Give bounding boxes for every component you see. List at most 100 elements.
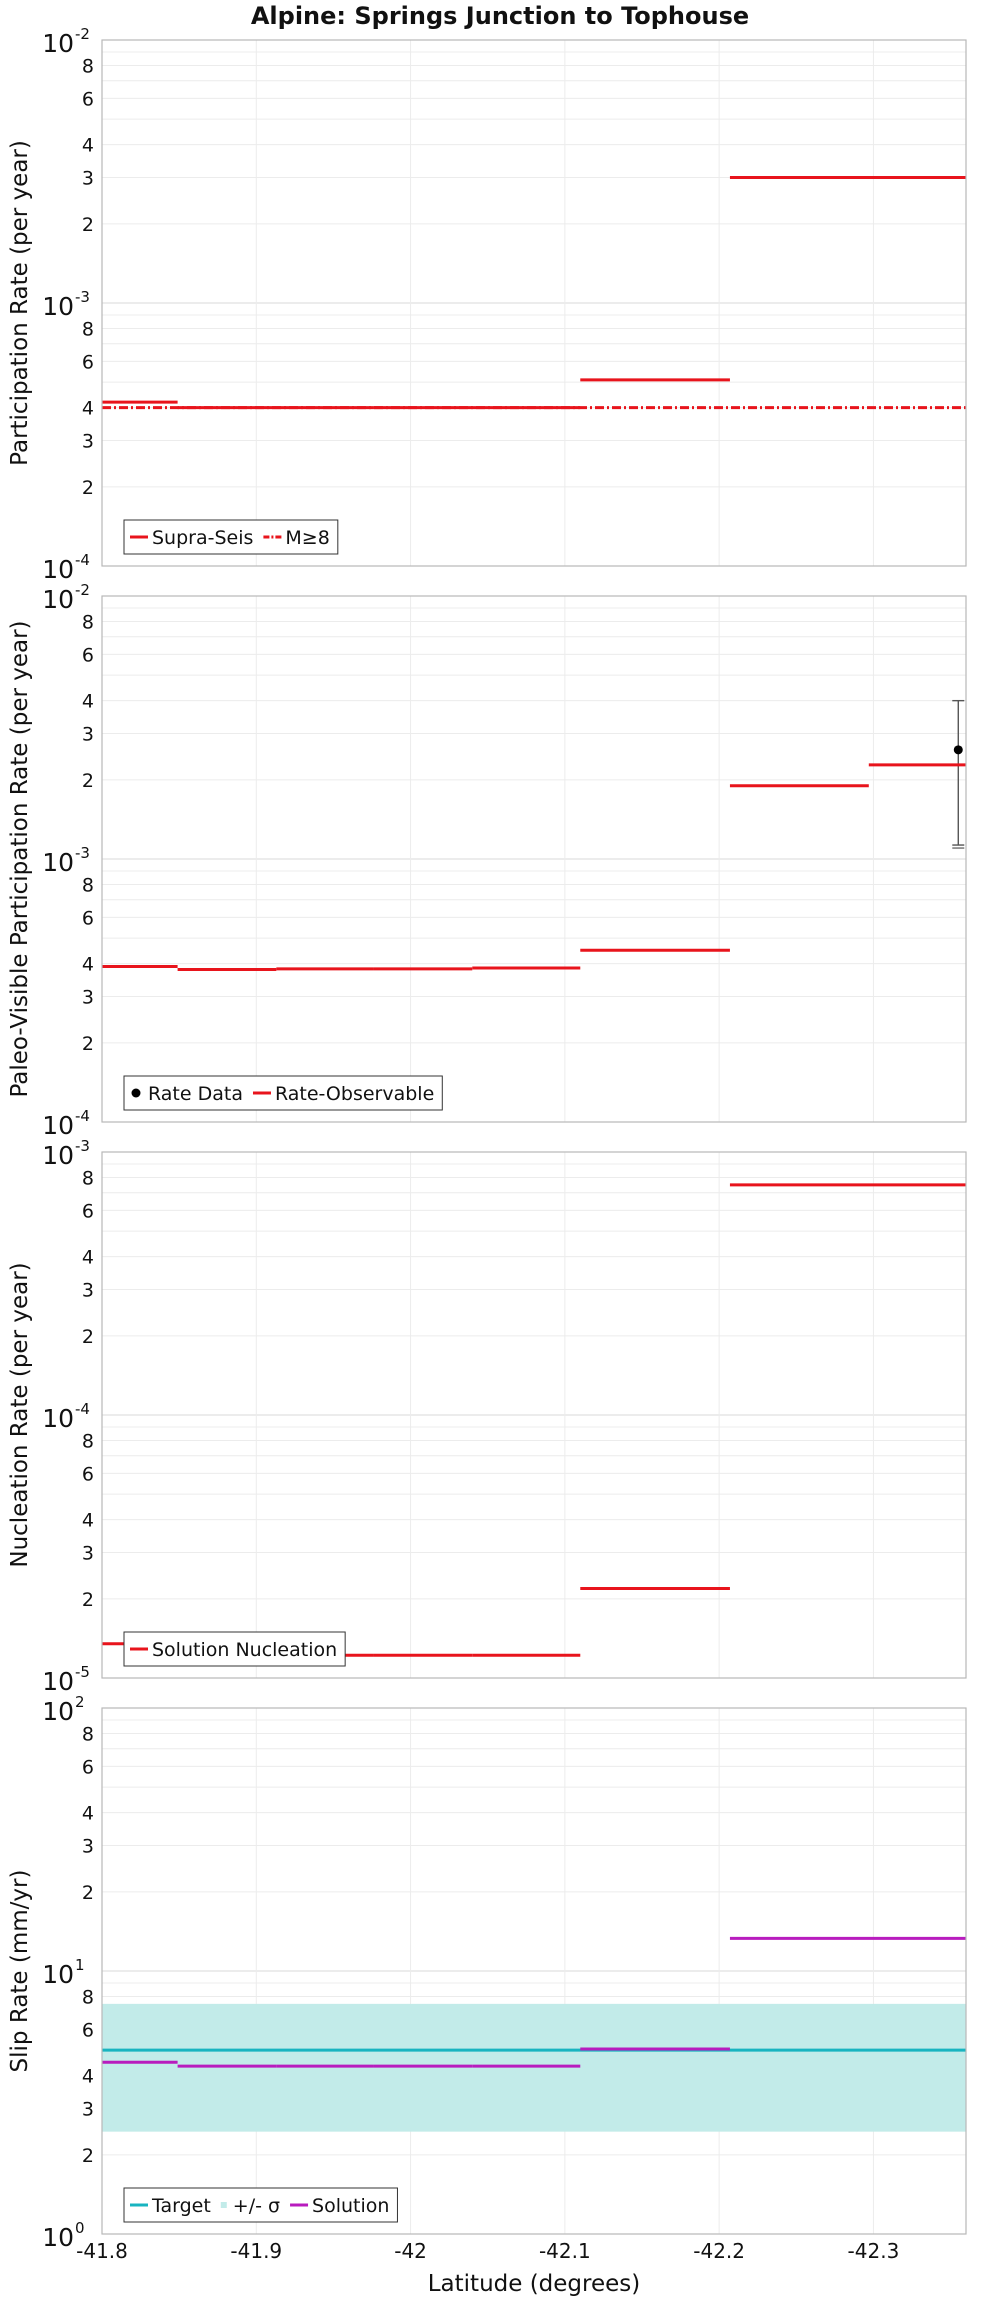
x-axis-label: Latitude (degrees) [428, 2271, 641, 2297]
y-tick-exponent: -3 [75, 1137, 90, 1155]
legend-label: Rate Data [148, 1083, 243, 1105]
y-tick-label: 4 [82, 691, 94, 713]
legend-item: Solution [290, 2195, 389, 2217]
legend: Rate Data Rate-Observable [123, 1075, 443, 1111]
y-tick-label: 6 [82, 2019, 94, 2041]
legend-label: +/- σ [233, 2195, 280, 2217]
y-tick-label: 2 [82, 477, 94, 499]
y-tick-label: 6 [82, 351, 94, 373]
y-axis-label: Slip Rate (mm/yr) [7, 1870, 33, 2073]
y-tick-label: 8 [82, 1430, 94, 1452]
legend-item: +/- σ [220, 2195, 280, 2217]
y-tick-exponent: -4 [75, 551, 90, 569]
y-tick-label: 3 [82, 987, 94, 1009]
legend-item: Target [130, 2195, 211, 2217]
legend-label: Solution [312, 2195, 389, 2217]
y-tick-exponent: 0 [75, 2219, 85, 2237]
legend-box [123, 1631, 346, 1667]
y-tick-exponent: -2 [75, 581, 90, 599]
y-tick-exponent: -3 [75, 844, 90, 862]
legend-marker [131, 1088, 141, 1098]
y-tick-label: 10 [42, 1960, 74, 1989]
y-tick-label: 6 [82, 1200, 94, 1222]
y-tick-label: 4 [82, 2066, 94, 2088]
plot-frame [101, 1707, 967, 2235]
y-tick-label: 10 [42, 292, 74, 321]
legend-item: M≥8 [263, 527, 330, 549]
y-tick-label: 10 [42, 555, 74, 584]
legend-box [123, 2187, 398, 2223]
legend: Solution Nucleation [123, 1631, 346, 1667]
y-tick-label: 2 [82, 214, 94, 236]
y-tick-exponent: 1 [75, 1956, 85, 1974]
y-tick-label: 8 [82, 611, 94, 633]
y-tick-label: 3 [82, 431, 94, 453]
y-tick-label: 8 [82, 1167, 94, 1189]
y-tick-label: 6 [82, 1463, 94, 1485]
data-point [953, 745, 963, 755]
y-tick-exponent: -2 [75, 25, 90, 43]
plot-frame [101, 39, 967, 567]
y-tick-label: 4 [82, 1803, 94, 1825]
legend: Supra-Seis M≥8 [123, 519, 339, 555]
y-tick-exponent: -4 [75, 1400, 90, 1418]
y-tick-label: 2 [82, 2145, 94, 2167]
y-axis-label: Participation Rate (per year) [7, 140, 33, 466]
chart-title: Alpine: Springs Junction to Tophouse [251, 2, 749, 30]
legend-item: Supra-Seis [130, 527, 253, 549]
y-axis-label: Nucleation Rate (per year) [7, 1262, 33, 1567]
y-tick-label: 4 [82, 954, 94, 976]
y-tick-label: 10 [42, 1697, 74, 1726]
y-tick-label: 4 [82, 1247, 94, 1269]
y-tick-label: 4 [82, 1510, 94, 1532]
legend-label: Supra-Seis [152, 527, 253, 549]
y-tick-label: 3 [82, 1543, 94, 1565]
y-tick-label: 2 [82, 1033, 94, 1055]
y-tick-label: 6 [82, 644, 94, 666]
legend-label: Target [151, 2195, 211, 2217]
y-tick-label: 10 [42, 29, 74, 58]
y-tick-label: 2 [82, 1882, 94, 1904]
legend-label: Solution Nucleation [152, 1639, 337, 1661]
y-tick-label: 3 [82, 1836, 94, 1858]
y-tick-label: 8 [82, 55, 94, 77]
y-tick-label: 3 [82, 2099, 94, 2121]
y-tick-exponent: -5 [75, 1663, 90, 1681]
y-tick-label: 10 [42, 848, 74, 877]
x-tick-label: -41.8 [76, 2239, 128, 2263]
y-tick-exponent: -3 [75, 288, 90, 306]
uncertainty-band [102, 2003, 966, 2132]
y-tick-label: 3 [82, 1280, 94, 1302]
x-tick-label: -42.3 [848, 2239, 900, 2263]
y-tick-label: 3 [82, 168, 94, 190]
y-tick-label: 4 [82, 135, 94, 157]
y-tick-label: 10 [42, 1667, 74, 1696]
y-tick-label: 8 [82, 1986, 94, 2008]
y-tick-label: 8 [82, 1723, 94, 1745]
legend-item: Solution Nucleation [130, 1639, 337, 1661]
plot-frame [101, 1151, 967, 1679]
y-tick-label: 6 [82, 1756, 94, 1778]
y-tick-label: 4 [82, 398, 94, 420]
y-tick-label: 10 [42, 1111, 74, 1140]
y-tick-label: 2 [82, 1589, 94, 1611]
legend: Target +/- σ Solution [123, 2187, 398, 2223]
y-tick-label: 8 [82, 874, 94, 896]
x-tick-label: -42.2 [693, 2239, 745, 2263]
plot-frame [101, 595, 967, 1123]
x-tick-label: -41.9 [230, 2239, 282, 2263]
y-tick-label: 10 [42, 2223, 74, 2252]
legend-label: Rate-Observable [275, 1083, 434, 1105]
legend-item: Rate Data [131, 1083, 243, 1105]
y-tick-label: 6 [82, 907, 94, 929]
y-tick-exponent: -4 [75, 1107, 90, 1125]
legend-item: Rate-Observable [252, 1083, 434, 1105]
y-tick-label: 10 [42, 1141, 74, 1170]
y-tick-label: 10 [42, 1404, 74, 1433]
y-axis-label: Paleo-Visible Participation Rate (per ye… [7, 620, 33, 1097]
